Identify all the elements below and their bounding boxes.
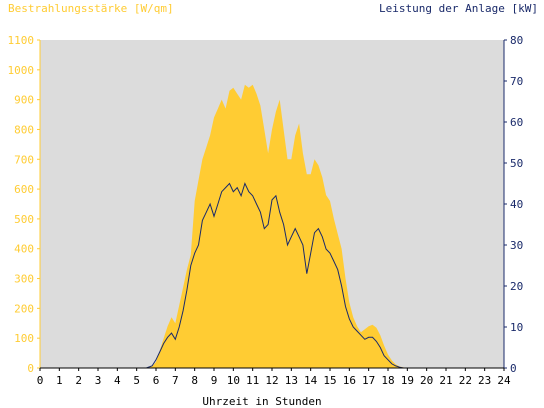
left-tick-label: 1000 [8,64,35,77]
x-tick-label: 20 [420,374,433,387]
right-tick-label: 0 [510,362,517,375]
x-tick-label: 22 [459,374,472,387]
x-tick-label: 14 [304,374,318,387]
right-tick-label: 30 [510,239,523,252]
x-tick-label: 0 [37,374,44,387]
x-tick-label: 24 [497,374,511,387]
left-tick-label: 100 [14,332,34,345]
left-tick-label: 0 [27,362,34,375]
right-tick-label: 80 [510,34,523,47]
left-tick-label: 600 [14,183,34,196]
x-tick-label: 18 [381,374,394,387]
x-tick-label: 7 [172,374,179,387]
right-tick-label: 60 [510,116,523,129]
left-tick-label: 500 [14,213,34,226]
x-tick-label: 3 [95,374,102,387]
irradiance-area [40,84,504,368]
power-line [40,182,504,369]
left-axis-title: Bestrahlungsstärke [W/qm] [8,2,174,15]
left-tick-label: 400 [14,243,34,256]
x-axis-label: Uhrzeit in Stunden [202,395,321,408]
x-tick-label: 23 [478,374,491,387]
axes-layer: 0100200300400500600700800900100011000102… [8,34,524,387]
x-tick-label: 9 [211,374,218,387]
x-tick-label: 15 [323,374,336,387]
left-tick-label: 700 [14,153,34,166]
x-tick-label: 6 [153,374,160,387]
x-tick-label: 1 [56,374,63,387]
left-tick-label: 1100 [8,34,35,47]
x-tick-label: 4 [114,374,121,387]
series-layer [40,84,504,369]
x-tick-label: 11 [246,374,259,387]
x-tick-label: 13 [285,374,298,387]
left-tick-label: 800 [14,123,34,136]
left-tick-label: 200 [14,302,34,315]
right-axis-title: Leistung der Anlage [kW] [379,2,538,15]
x-tick-label: 8 [191,374,198,387]
x-tick-label: 2 [75,374,82,387]
x-tick-label: 12 [265,374,278,387]
right-tick-label: 40 [510,198,523,211]
left-tick-label: 300 [14,273,34,286]
x-tick-label: 10 [227,374,240,387]
right-tick-label: 70 [510,75,523,88]
right-tick-label: 10 [510,321,523,334]
right-tick-label: 50 [510,157,523,170]
x-tick-label: 17 [362,374,375,387]
right-tick-label: 20 [510,280,523,293]
left-tick-label: 900 [14,94,34,107]
x-tick-label: 5 [133,374,140,387]
x-tick-label: 16 [343,374,356,387]
x-tick-label: 19 [401,374,414,387]
x-tick-label: 21 [439,374,452,387]
